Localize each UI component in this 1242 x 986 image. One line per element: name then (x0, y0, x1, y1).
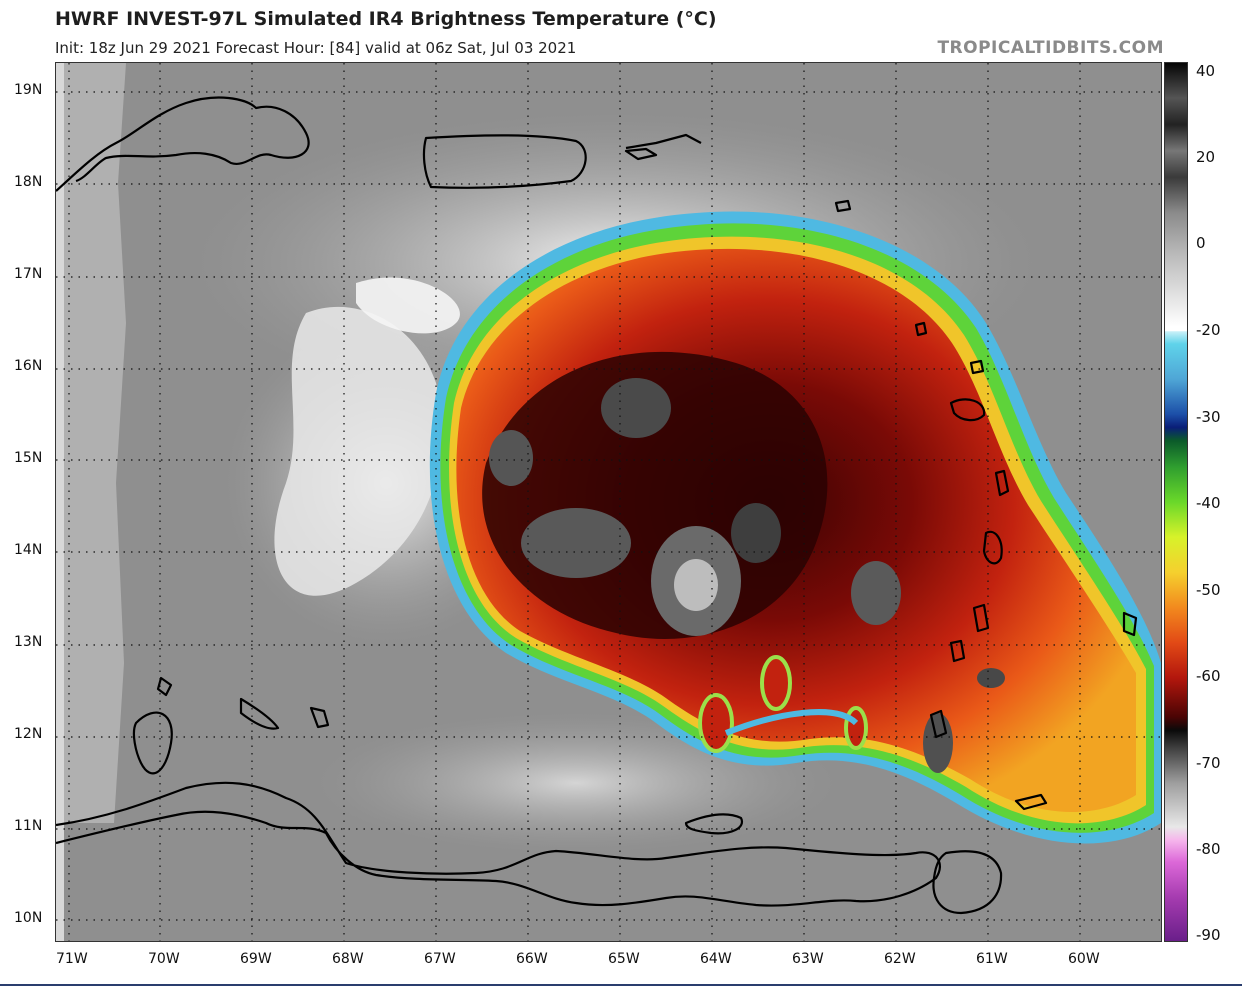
coast-hispaniola (56, 96, 310, 192)
colorbar-label-0: 0 (1196, 234, 1206, 252)
coast-anguilla (834, 199, 852, 213)
lon-label-63w: 63W (792, 951, 824, 967)
colorbar-label-20: 20 (1196, 148, 1216, 166)
bottom-divider (0, 984, 1242, 986)
coast-virgin-islands (625, 133, 702, 150)
cell-south-1 (698, 693, 734, 753)
overshoot-top-3 (601, 378, 671, 438)
coast-dominica (994, 469, 1010, 497)
lat-label-11n: 11N (14, 818, 43, 834)
cloud-band-south-blue (724, 709, 859, 736)
lat-label-18n: 18N (14, 174, 43, 190)
coast-venezuela (56, 781, 941, 907)
coast-antigua (969, 359, 985, 375)
source-watermark: TROPICALTIDBITS.COM (937, 38, 1164, 58)
lon-label-65w: 65W (608, 951, 640, 967)
coast-st-kitts (914, 321, 928, 337)
overshoot-top-7 (977, 668, 1005, 688)
temperature-colorbar (1164, 62, 1188, 942)
forecast-info: Init: 18z Jun 29 2021 Forecast Hour: [84… (55, 39, 577, 57)
lat-label-17n: 17N (14, 266, 43, 282)
coastlines (56, 96, 1138, 915)
left-edge-strip (56, 63, 64, 941)
coast-paraguana (132, 711, 173, 775)
colorbar-label-m50: -50 (1196, 581, 1221, 599)
overshoot-top-5 (851, 561, 901, 625)
coast-guadeloupe (949, 398, 986, 422)
coast-curacao (239, 697, 280, 730)
cell-south-2 (760, 655, 792, 711)
lon-label-69w: 69W (240, 951, 272, 967)
lon-label-64w: 64W (700, 951, 732, 967)
colorbar-label-m60: -60 (1196, 667, 1221, 685)
lat-label-19n: 19N (14, 82, 43, 98)
overshoot-top-1-core (674, 559, 718, 611)
lat-label-15n: 15N (14, 450, 43, 466)
lat-label-13n: 13N (14, 634, 43, 650)
ir-satellite-map[interactable] (55, 62, 1162, 942)
colorbar-label-m40: -40 (1196, 494, 1221, 512)
colorbar-label-40: 40 (1196, 62, 1216, 80)
coast-grenada (929, 709, 948, 739)
lon-label-60w: 60W (1068, 951, 1100, 967)
overshoot-top-8 (731, 503, 781, 563)
lon-label-67w: 67W (424, 951, 456, 967)
cloud-band-west (274, 306, 443, 596)
lat-label-10n: 10N (14, 910, 43, 926)
colorbar-label-m70: -70 (1196, 754, 1221, 772)
coast-barbados (1122, 611, 1138, 637)
coast-st-vincent (949, 639, 966, 663)
coast-vieques (624, 147, 658, 161)
coast-st-lucia (972, 603, 990, 633)
lon-label-71w: 71W (56, 951, 88, 967)
coast-trinidad (932, 850, 1003, 915)
colorbar-label-m20: -20 (1196, 321, 1221, 339)
lat-label-16n: 16N (14, 358, 43, 374)
colorbar-label-m80: -80 (1196, 840, 1221, 858)
lon-label-68w: 68W (332, 951, 364, 967)
lon-label-70w: 70W (148, 951, 180, 967)
coast-aruba (156, 676, 173, 697)
coast-martinique (982, 530, 1003, 565)
coast-margarita (684, 813, 744, 835)
graticule (56, 63, 1161, 941)
lon-label-62w: 62W (884, 951, 916, 967)
map-canvas (56, 63, 1161, 941)
colorbar-label-m30: -30 (1196, 408, 1221, 426)
coast-tobago (1014, 793, 1048, 811)
map-title: HWRF INVEST-97L Simulated IR4 Brightness… (55, 8, 717, 30)
overshoot-top-2 (521, 508, 631, 578)
west-land-strip (56, 63, 126, 823)
lon-label-66w: 66W (516, 951, 548, 967)
coast-puerto-rico (422, 134, 587, 189)
lon-label-61w: 61W (976, 951, 1008, 967)
lat-label-12n: 12N (14, 726, 43, 742)
outflow-band (356, 277, 460, 334)
colorbar-label-m90: -90 (1196, 926, 1221, 944)
overshoot-top-4 (489, 430, 533, 486)
overshoot-top-6 (923, 713, 953, 773)
lat-label-14n: 14N (14, 542, 43, 558)
coast-bonaire (309, 706, 330, 729)
cell-south-3 (844, 706, 868, 750)
